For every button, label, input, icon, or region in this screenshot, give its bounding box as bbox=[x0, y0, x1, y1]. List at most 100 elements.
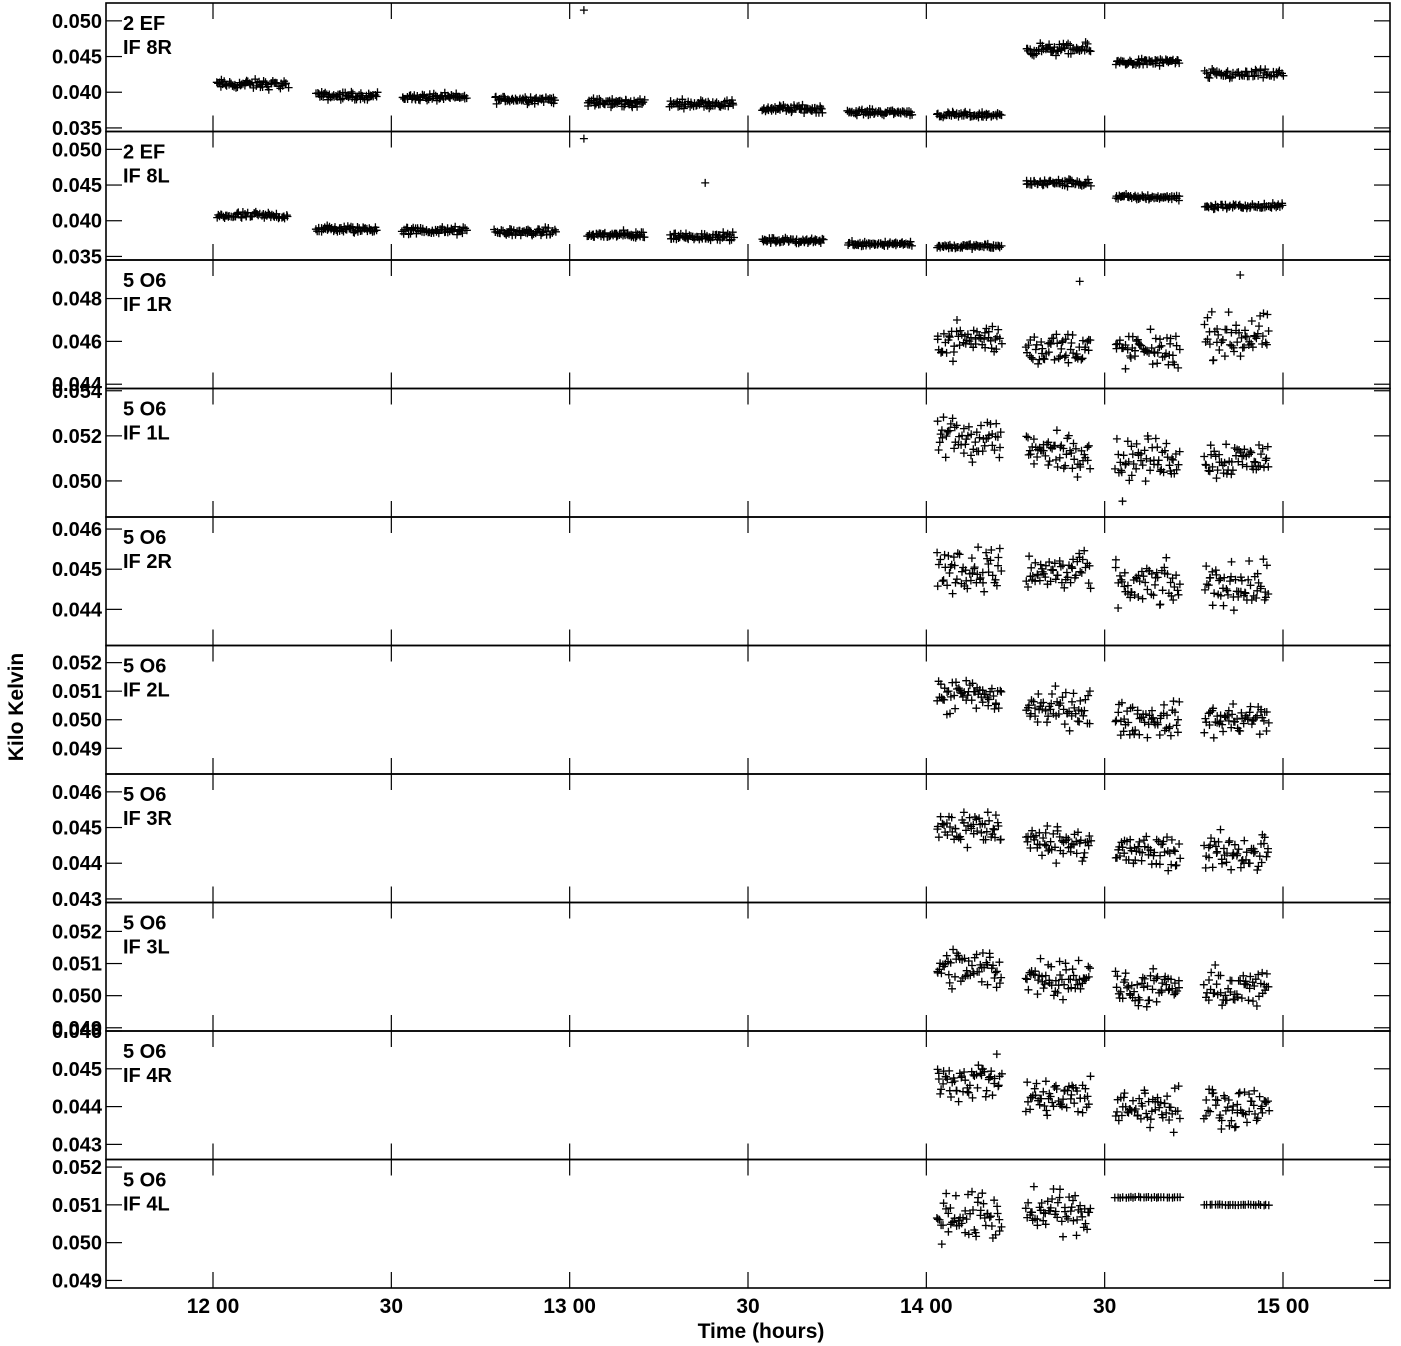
data-point bbox=[1071, 571, 1080, 580]
data-point bbox=[1134, 571, 1143, 580]
data-point bbox=[1028, 50, 1037, 59]
data-point bbox=[253, 78, 262, 87]
data-point bbox=[961, 1206, 970, 1215]
data-point bbox=[1246, 702, 1255, 711]
data-point bbox=[1051, 1207, 1060, 1216]
data-point bbox=[1158, 586, 1167, 595]
data-point bbox=[1173, 728, 1182, 737]
data-point bbox=[1223, 67, 1232, 76]
data-point bbox=[1208, 863, 1217, 872]
data-point bbox=[946, 1204, 955, 1212]
data-point bbox=[1172, 861, 1181, 870]
data-point bbox=[956, 835, 965, 844]
data-point bbox=[989, 692, 998, 700]
data-point bbox=[891, 241, 900, 250]
data-point bbox=[950, 561, 959, 570]
data-point bbox=[1236, 352, 1245, 361]
data-point bbox=[1069, 439, 1078, 448]
data-point bbox=[1143, 347, 1152, 356]
data-point bbox=[936, 680, 945, 689]
data-point bbox=[1227, 557, 1236, 566]
data-point bbox=[404, 230, 413, 239]
data-point bbox=[372, 92, 381, 101]
data-point bbox=[1040, 1102, 1049, 1110]
data-point bbox=[988, 322, 997, 331]
data-point bbox=[1262, 727, 1271, 735]
data-point bbox=[968, 679, 977, 688]
y-tick-label: 0.046 bbox=[52, 331, 102, 353]
data-point bbox=[1227, 470, 1236, 479]
data-point bbox=[964, 1088, 973, 1097]
data-point bbox=[962, 826, 970, 835]
data-point bbox=[1070, 703, 1079, 712]
data-point bbox=[1076, 463, 1085, 471]
data-point bbox=[997, 1069, 1006, 1078]
data-point bbox=[1153, 359, 1162, 368]
data-point bbox=[1256, 979, 1265, 988]
data-point bbox=[1134, 593, 1143, 601]
y-tick-label: 0.035 bbox=[52, 246, 102, 268]
data-point bbox=[1230, 1123, 1239, 1132]
data-point bbox=[1206, 573, 1215, 582]
data-point bbox=[974, 1061, 983, 1070]
data-point bbox=[1264, 462, 1273, 471]
data-point bbox=[962, 676, 971, 685]
data-point bbox=[987, 546, 996, 554]
panel-data-points bbox=[933, 543, 1273, 615]
data-point bbox=[1039, 834, 1048, 842]
data-point bbox=[1163, 847, 1172, 856]
data-point bbox=[1060, 353, 1069, 362]
data-point bbox=[1041, 451, 1050, 460]
data-point bbox=[1070, 830, 1079, 839]
y-tick-label: 0.048 bbox=[52, 289, 102, 311]
data-point bbox=[1034, 690, 1043, 698]
data-point bbox=[1081, 38, 1090, 47]
data-point bbox=[1131, 726, 1140, 735]
data-point bbox=[1209, 704, 1218, 713]
data-point bbox=[978, 698, 987, 707]
data-point bbox=[981, 690, 990, 699]
data-point bbox=[1081, 1084, 1090, 1093]
data-point bbox=[1051, 976, 1060, 985]
data-point bbox=[1252, 1002, 1261, 1010]
data-point bbox=[946, 823, 954, 831]
data-point bbox=[960, 1068, 969, 1076]
data-point bbox=[1160, 1099, 1169, 1108]
data-point bbox=[1236, 271, 1245, 279]
data-point bbox=[1236, 727, 1245, 735]
data-point bbox=[993, 967, 1001, 976]
data-point bbox=[1138, 594, 1147, 603]
data-point bbox=[963, 691, 972, 700]
data-point bbox=[1143, 982, 1152, 991]
data-point bbox=[1076, 696, 1085, 705]
data-point bbox=[1209, 356, 1218, 364]
data-point bbox=[953, 316, 961, 324]
data-point bbox=[946, 709, 954, 718]
data-point bbox=[1211, 961, 1220, 969]
data-point bbox=[1067, 449, 1076, 458]
data-point bbox=[1117, 1111, 1126, 1120]
data-point bbox=[1245, 1107, 1254, 1116]
data-point bbox=[1047, 699, 1056, 708]
data-point bbox=[950, 444, 959, 453]
data-point bbox=[959, 424, 968, 433]
data-point bbox=[1137, 456, 1145, 465]
y-tick-label: 0.050 bbox=[52, 471, 102, 493]
data-point bbox=[1208, 567, 1217, 576]
data-point bbox=[944, 551, 953, 560]
data-point bbox=[1220, 458, 1229, 467]
data-point bbox=[976, 573, 985, 582]
data-point bbox=[1116, 458, 1125, 467]
y-tick-label: 0.044 bbox=[52, 1097, 103, 1119]
data-point bbox=[1241, 977, 1250, 986]
data-point bbox=[1166, 731, 1175, 740]
data-point bbox=[943, 688, 952, 696]
y-tick-label: 0.040 bbox=[52, 82, 102, 104]
data-point bbox=[937, 969, 946, 978]
data-point bbox=[1112, 983, 1121, 992]
data-point bbox=[1159, 837, 1168, 846]
data-point bbox=[1029, 697, 1038, 706]
data-point bbox=[1146, 325, 1155, 334]
